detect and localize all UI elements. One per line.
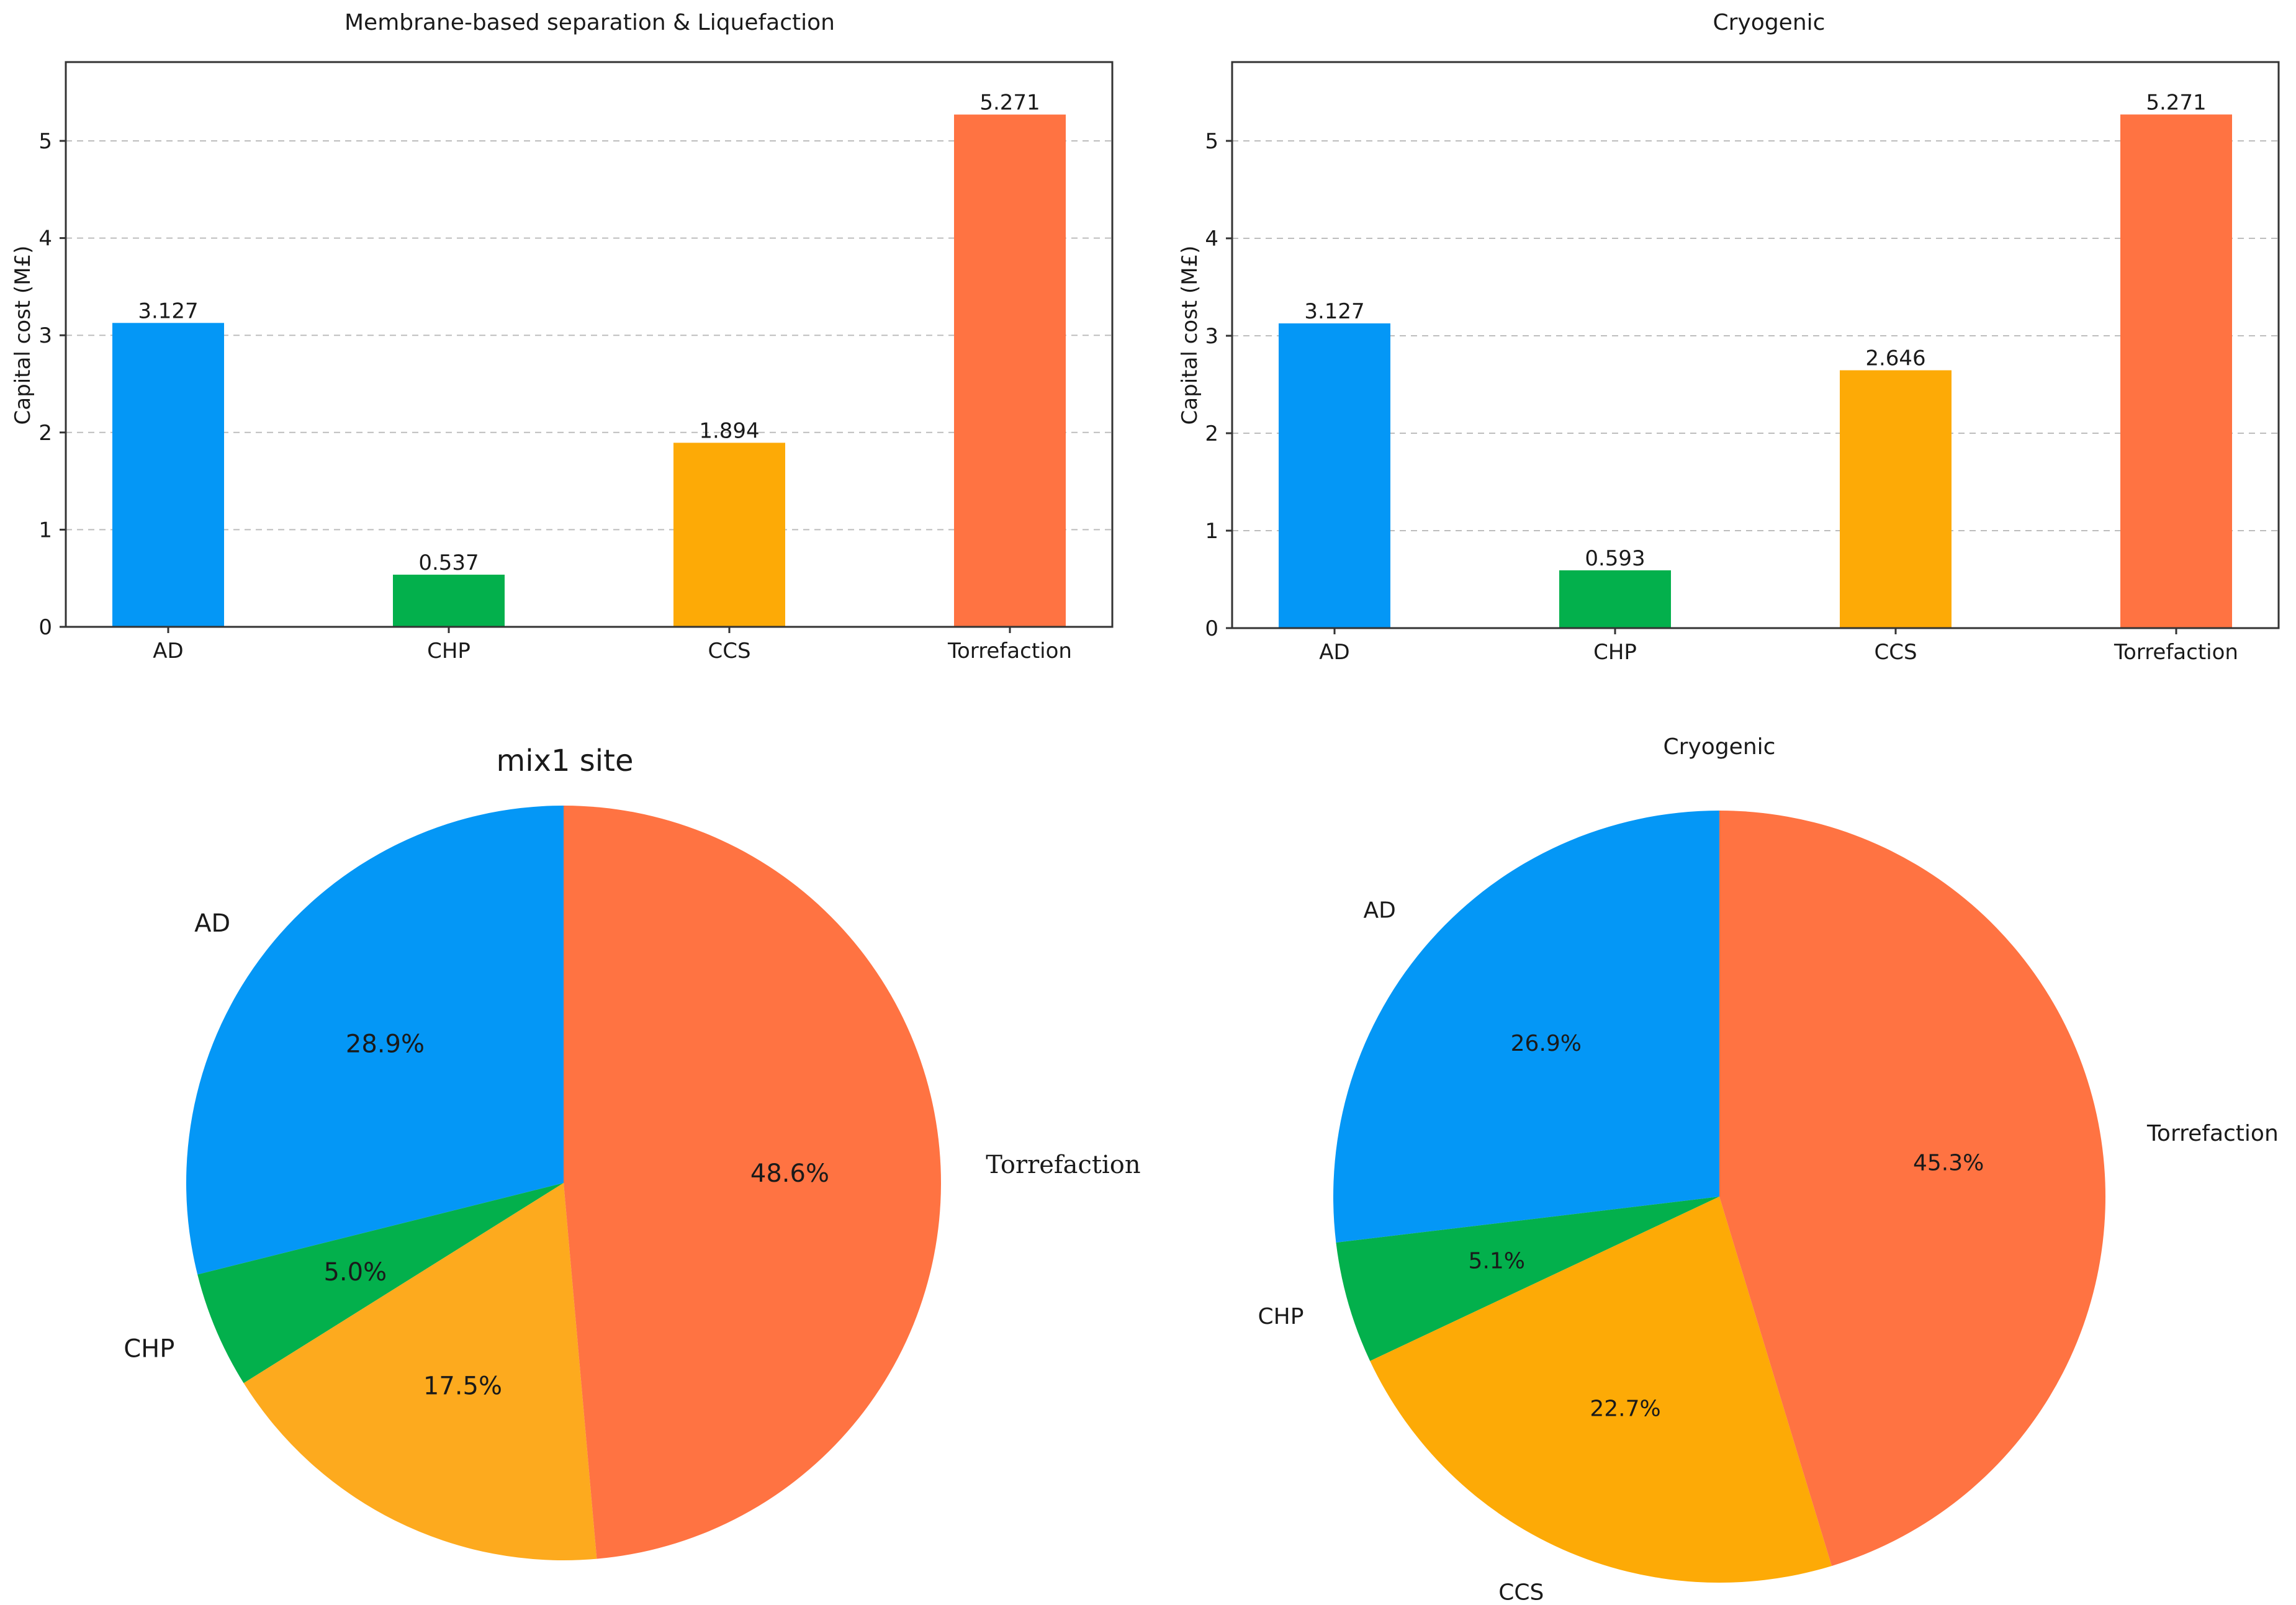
y-tick-label: 4 <box>1205 227 1218 251</box>
value-label-ccs: 1.894 <box>699 418 759 443</box>
value-label-ad: 3.127 <box>1304 299 1364 324</box>
value-label-chp: 0.537 <box>418 551 479 575</box>
y-tick-label: 5 <box>1205 129 1218 154</box>
chart-title: Cryogenic <box>1663 734 1776 760</box>
slice-label-torrefaction: Torrefaction <box>2146 1121 2279 1146</box>
value-label-torrefaction: 5.271 <box>979 91 1040 115</box>
x-tick-label-ccs: CCS <box>1874 640 1917 665</box>
pie-slices <box>1333 811 2106 1583</box>
bar-chart-cryogenic: Cryogenic Capital cost (M£) 3.127 0.593 2.… <box>1177 10 2280 665</box>
slice-label-chp: CHP <box>124 1335 174 1364</box>
y-axis-label: Capital cost (M£) <box>1177 246 1202 425</box>
grid-lines <box>1232 140 2279 531</box>
value-labels: 3.127 0.537 1.894 5.271 <box>138 91 1040 575</box>
y-tick-label: 3 <box>38 323 52 348</box>
x-tick-label-ccs: CCS <box>708 639 750 663</box>
pie-labels: 26.9% AD 5.1% CHP 22.7% CCS 45.3% Torrefaction <box>1258 897 2278 1605</box>
bar-chart-membrane: Membrane-based separation & Liquefaction… <box>11 10 1114 663</box>
chart-title: Membrane-based separation & Liquefaction <box>344 10 835 35</box>
bars <box>112 114 1066 627</box>
pct-label-ad: 26.9% <box>1511 1031 1582 1056</box>
value-label-torrefaction: 5.271 <box>2146 90 2206 115</box>
chart-title: Cryogenic <box>1713 10 1826 35</box>
pct-label-chp: 5.0% <box>323 1258 387 1287</box>
slice-label-ad: AD <box>1364 897 1396 923</box>
x-tick-label-ad: AD <box>1319 640 1349 665</box>
pie-slice-ccs <box>1370 1197 1832 1583</box>
value-labels: 3.127 0.593 2.646 5.271 <box>1304 90 2206 570</box>
x-ticks: AD CHP CCS Torrefaction <box>153 627 1072 663</box>
bar-ccs <box>673 443 785 627</box>
y-tick-label: 1 <box>38 518 52 542</box>
y-ticks: 0 1 2 3 4 5 <box>38 129 66 640</box>
y-tick-label: 4 <box>38 227 52 251</box>
pie-labels: 28.9% AD 5.0% CHP 17.5% 48.6% Torrefaction <box>124 909 1140 1401</box>
pie-chart-cryogenic: Cryogenic 26.9% AD 5.1% CHP 22.7% CCS 45.3% Tor… <box>1258 734 2278 1605</box>
value-label-ccs: 2.646 <box>1865 346 1925 371</box>
x-tick-label-ad: AD <box>153 639 183 663</box>
y-tick-label: 1 <box>1205 519 1218 544</box>
y-axis-label: Capital cost (M£) <box>11 246 35 425</box>
pct-label-chp: 5.1% <box>1469 1249 1525 1274</box>
bar-torrefaction <box>954 114 1066 627</box>
y-tick-label: 0 <box>38 615 52 640</box>
slice-label-ccs: CCS <box>1498 1580 1544 1605</box>
pie-slice-slice-3 <box>243 1183 597 1560</box>
y-tick-label: 2 <box>1205 421 1218 446</box>
y-tick-label: 0 <box>1205 616 1218 641</box>
pct-label-ccs: 22.7% <box>1590 1396 1660 1422</box>
bar-chp <box>393 574 505 627</box>
y-ticks: 0 1 2 3 4 5 <box>1205 129 1232 641</box>
x-tick-label-torrefaction: Torrefaction <box>2114 640 2238 665</box>
pct-label-torrefaction: 48.6% <box>750 1159 829 1188</box>
x-tick-label-chp: CHP <box>1593 640 1637 665</box>
pct-label-torrefaction: 45.3% <box>1913 1151 1984 1176</box>
pie-slice-chp <box>1336 1197 1719 1361</box>
x-tick-label-torrefaction: Torrefaction <box>947 639 1072 663</box>
pie-slice-torrefaction <box>564 806 942 1559</box>
bar-ccs <box>1840 370 1952 628</box>
bar-chp <box>1559 570 1671 628</box>
bar-torrefaction <box>2120 114 2232 628</box>
bar-ad <box>1279 323 1390 628</box>
pie-slices <box>186 806 942 1560</box>
value-label-chp: 0.593 <box>1585 546 1645 571</box>
pct-label-ad: 28.9% <box>346 1030 425 1059</box>
bar-ad <box>112 323 224 627</box>
pie-slice-chp <box>197 1183 564 1383</box>
slice-label-chp: CHP <box>1258 1304 1303 1329</box>
chart-title: mix1 site <box>497 744 634 778</box>
x-ticks: AD CHP CCS Torrefaction <box>1319 628 2238 665</box>
pie-slice-torrefaction <box>1719 811 2106 1567</box>
pie-slice-ad <box>186 806 564 1275</box>
y-tick-label: 2 <box>38 421 52 446</box>
y-tick-label: 5 <box>38 129 52 154</box>
x-tick-label-chp: CHP <box>427 639 470 663</box>
grid-lines <box>66 140 1112 531</box>
slice-label-ad: AD <box>194 909 230 938</box>
plot-frame <box>1231 61 2280 629</box>
bars <box>1279 114 2232 628</box>
plot-frame <box>65 61 1114 628</box>
slice-label-torrefaction: Torrefaction <box>986 1151 1140 1179</box>
value-label-ad: 3.127 <box>138 299 198 323</box>
y-tick-label: 3 <box>1205 324 1218 349</box>
pie-slice-ad <box>1333 811 1719 1243</box>
pie-chart-mix1: mix1 site 28.9% AD 5.0% CHP 17.5% 48.6% Torref… <box>124 744 1141 1560</box>
pct-label-slice-3: 17.5% <box>423 1372 502 1401</box>
